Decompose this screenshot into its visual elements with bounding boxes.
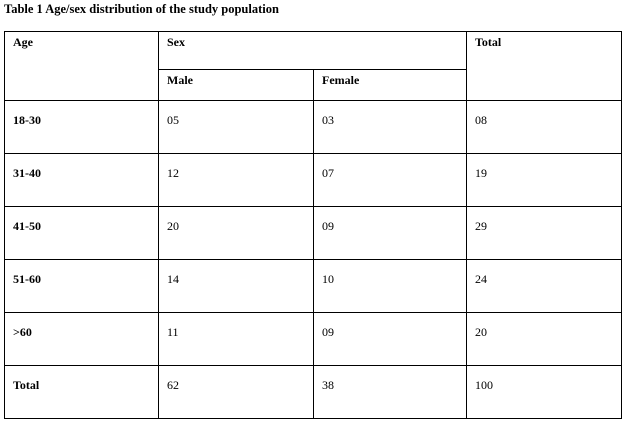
header-cell: Age <box>4 31 159 101</box>
header-row: Age Sex Total <box>4 31 622 101</box>
table-cell: 100 <box>466 365 622 419</box>
table-cell: 09 <box>313 312 467 366</box>
table-cell: 11 <box>158 312 314 366</box>
table-cell: 19 <box>466 153 622 207</box>
table-row: 18-30 05 03 08 <box>4 100 622 154</box>
table-row: 51-60 14 10 24 <box>4 259 622 313</box>
table-cell: 38 <box>313 365 467 419</box>
header-cell: Sex <box>158 31 467 70</box>
table-cell: 51-60 <box>4 259 159 313</box>
table-cell: 18-30 <box>4 100 159 154</box>
table-cell: 24 <box>466 259 622 313</box>
table-row: >60 11 09 20 <box>4 312 622 366</box>
header-row: Male Female <box>5 69 622 101</box>
table-row: 31-40 12 07 19 <box>4 153 622 207</box>
table-cell: Total <box>4 365 159 419</box>
table-cell: 29 <box>466 206 622 260</box>
table-cell: 05 <box>158 100 314 154</box>
table-cell: 20 <box>158 206 314 260</box>
table-cell: 20 <box>466 312 622 366</box>
table-cell: 08 <box>466 100 622 154</box>
table-cell: >60 <box>4 312 159 366</box>
data-table: Age Sex Total Male Female 18-30 05 03 08 31-… <box>4 31 622 419</box>
table-cell: 10 <box>313 259 467 313</box>
table-cell: 09 <box>313 206 467 260</box>
header-cell: Male <box>158 69 314 101</box>
table-cell: 12 <box>158 153 314 207</box>
table-title: Table 1 Age/sex distribution of the stud… <box>4 2 279 16</box>
table-cell: 31-40 <box>4 153 159 207</box>
table-row: Total 62 38 100 <box>4 365 622 419</box>
table-cell: 03 <box>313 100 467 154</box>
table-cell: 62 <box>158 365 314 419</box>
header-cell: Female <box>313 69 467 101</box>
table-cell: 41-50 <box>4 206 159 260</box>
table-cell: 14 <box>158 259 314 313</box>
table-cell: 07 <box>313 153 467 207</box>
table-row: 41-50 20 09 29 <box>4 206 622 260</box>
header-cell: Total <box>466 31 622 101</box>
